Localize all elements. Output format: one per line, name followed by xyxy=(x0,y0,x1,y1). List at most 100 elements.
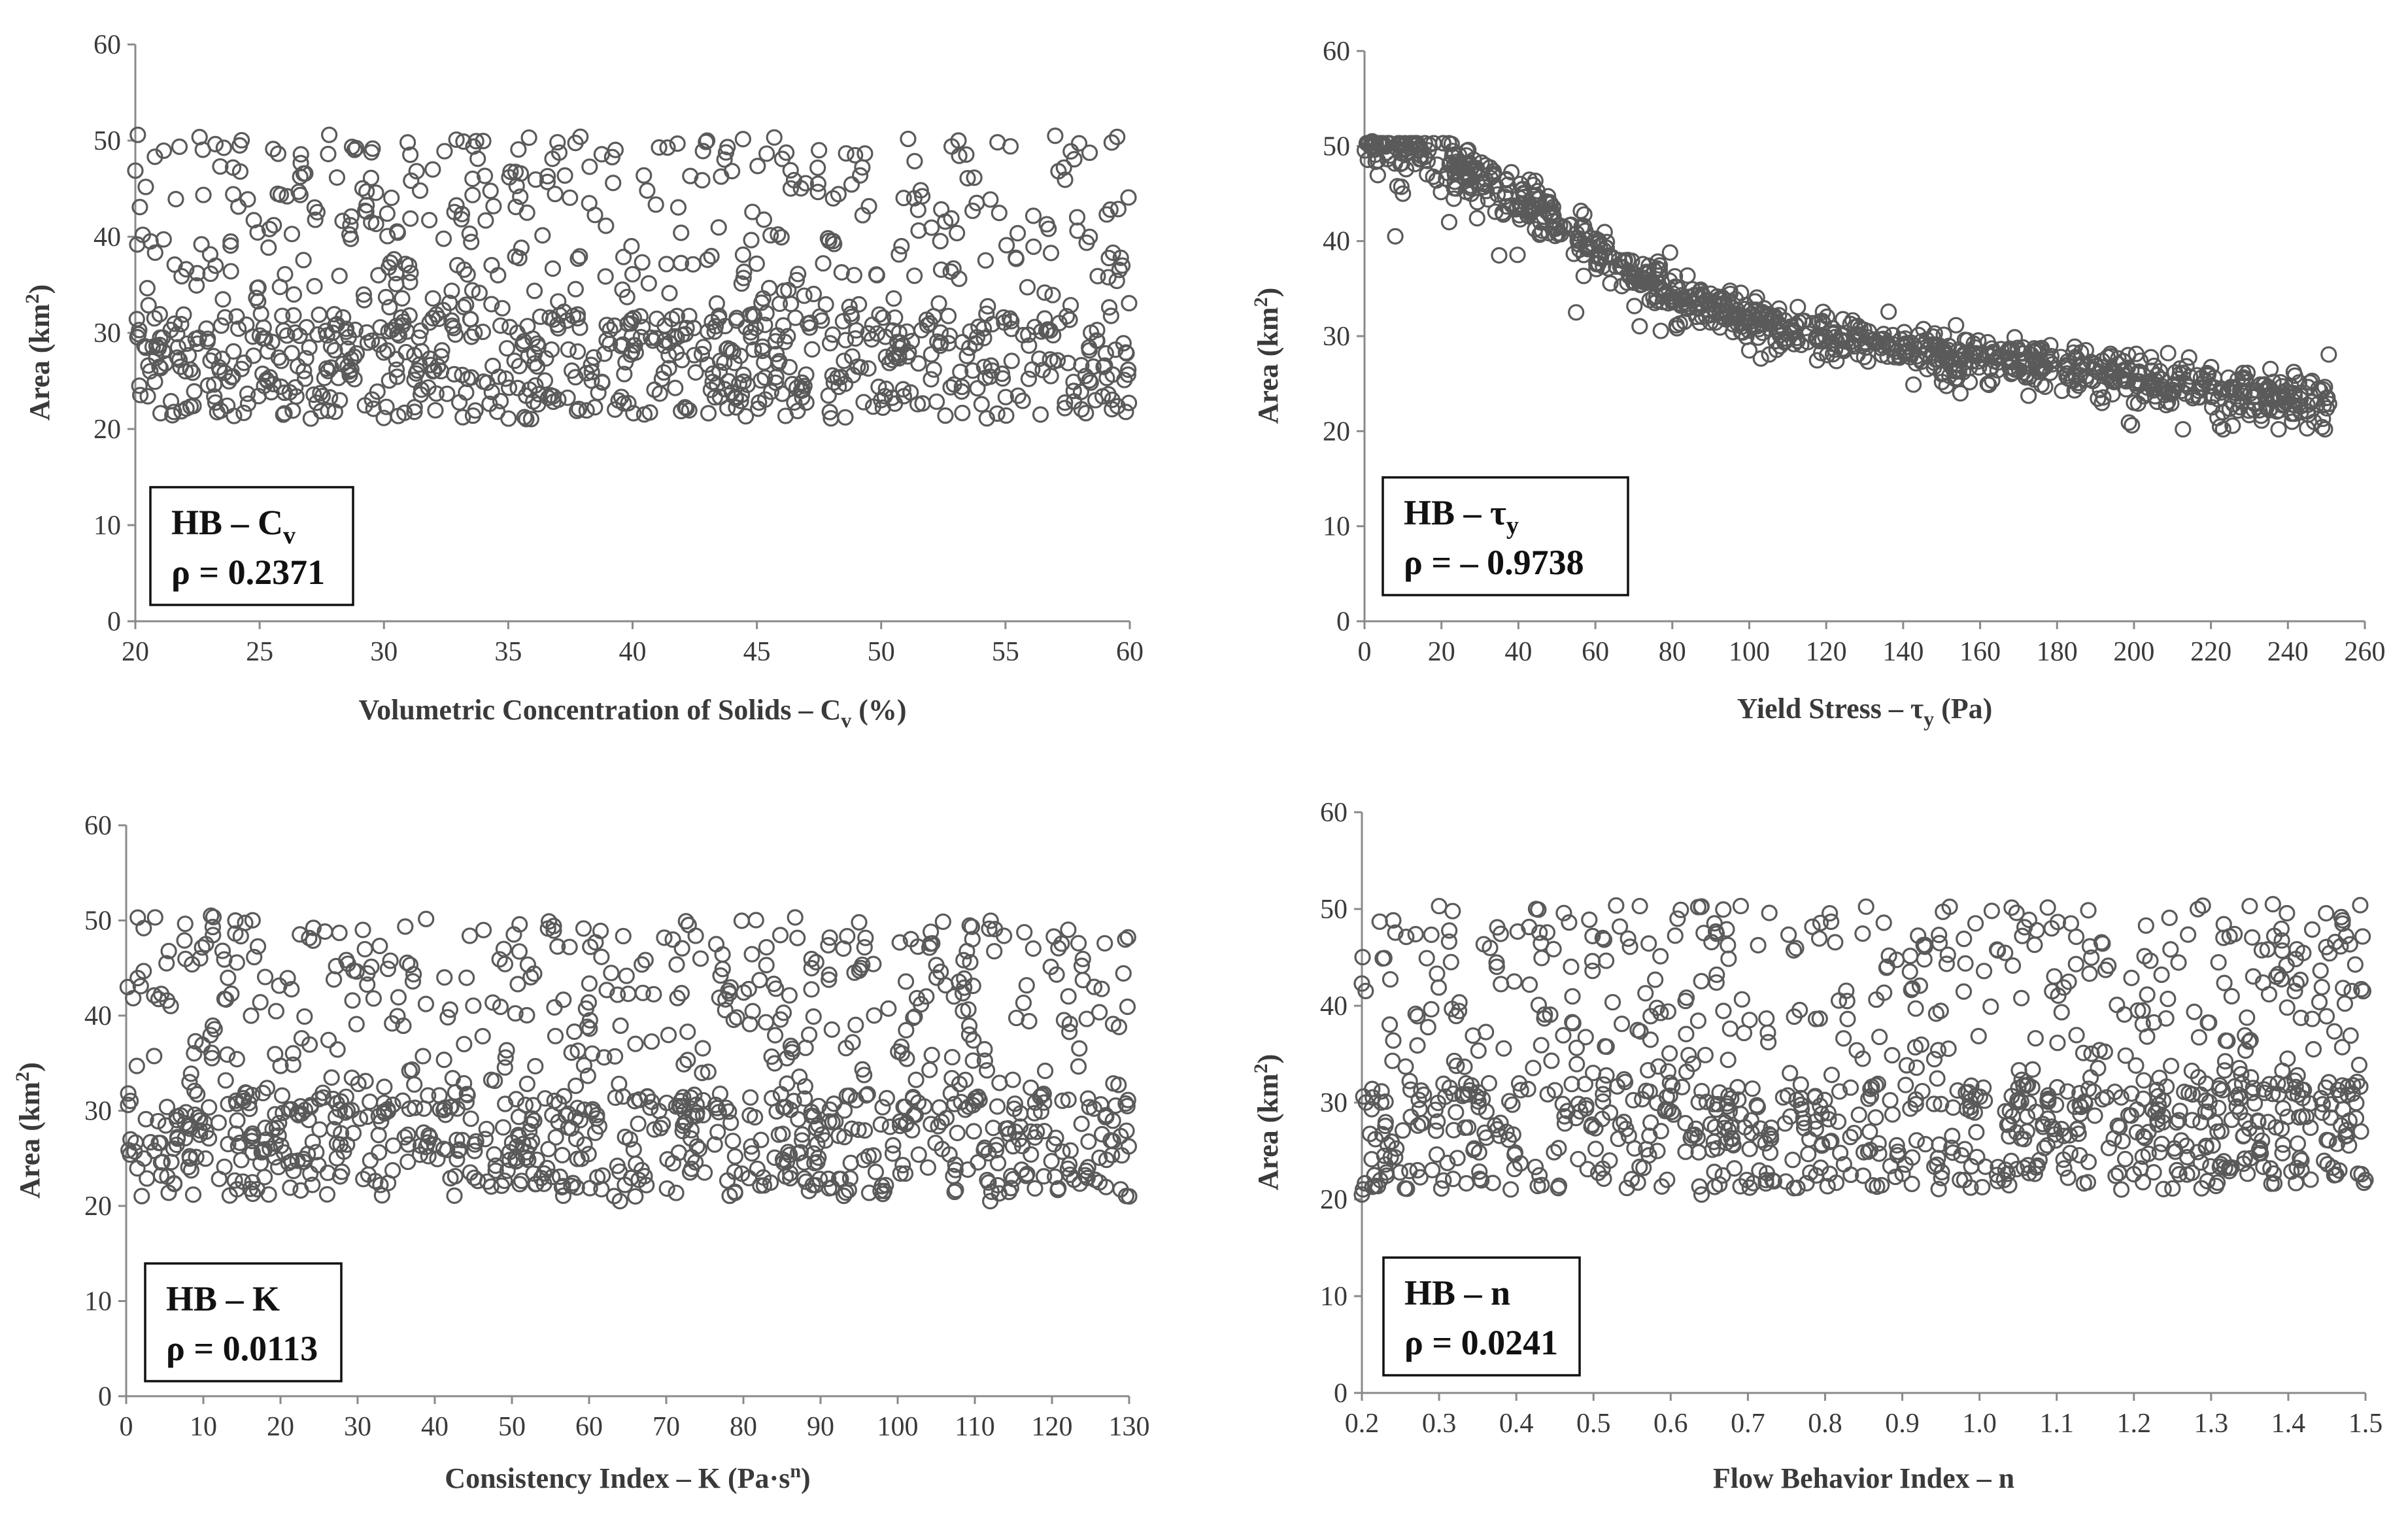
data-point xyxy=(989,1154,1007,1172)
data-point xyxy=(811,1171,828,1188)
data-point xyxy=(348,345,365,362)
data-point xyxy=(1433,1180,1450,1197)
data-point xyxy=(1642,1031,1659,1048)
data-point xyxy=(1103,134,1120,151)
data-point xyxy=(2320,1074,2337,1091)
data-point xyxy=(1078,1010,1095,1027)
data-point xyxy=(527,1057,544,1074)
data-point xyxy=(777,407,794,424)
data-point xyxy=(760,279,778,297)
data-point xyxy=(229,1112,246,1129)
data-point xyxy=(158,1099,176,1116)
data-point xyxy=(830,1127,847,1144)
data-point xyxy=(1554,1095,1571,1112)
data-point xyxy=(390,989,407,1006)
data-point xyxy=(2053,1004,2070,1021)
data-point xyxy=(1940,1040,1957,1057)
data-point xyxy=(1887,1169,1904,1186)
data-point xyxy=(487,1162,504,1179)
data-point xyxy=(1598,1067,1615,1084)
data-point xyxy=(467,402,484,419)
x-tick-label: 0.5 xyxy=(1576,1409,1611,1439)
data-point xyxy=(1952,1171,1969,1188)
data-point xyxy=(292,186,309,203)
data-point xyxy=(1568,1039,1586,1056)
data-point xyxy=(388,223,406,240)
data-point xyxy=(1073,356,1090,374)
data-point xyxy=(735,366,752,383)
data-point xyxy=(581,195,598,212)
data-point xyxy=(945,376,962,393)
data-point xyxy=(2177,385,2194,402)
data-point xyxy=(509,379,526,396)
data-point xyxy=(1888,1137,1905,1154)
data-point xyxy=(945,1167,962,1184)
data-point xyxy=(1708,966,1725,984)
data-point xyxy=(1839,993,1856,1010)
data-point xyxy=(1081,228,1098,245)
data-point xyxy=(2262,389,2280,406)
data-point xyxy=(357,202,374,219)
data-point xyxy=(2028,922,2045,939)
data-point xyxy=(581,1180,598,1197)
data-point xyxy=(1388,1140,1405,1157)
data-point xyxy=(805,285,822,303)
data-point xyxy=(1427,1122,1444,1139)
data-point xyxy=(237,914,254,931)
data-point xyxy=(904,1088,922,1106)
data-point xyxy=(1036,284,1053,301)
data-point xyxy=(421,1129,439,1146)
data-point xyxy=(1613,1016,1631,1033)
data-point xyxy=(401,273,418,291)
data-point xyxy=(1555,1027,1572,1044)
data-point xyxy=(676,1114,693,1131)
data-point xyxy=(2002,350,2020,367)
data-point xyxy=(304,1133,321,1150)
data-point xyxy=(2293,1152,2310,1169)
data-point xyxy=(1366,1177,1383,1194)
data-point xyxy=(404,973,422,990)
data-point xyxy=(2014,927,2031,944)
data-point xyxy=(203,907,220,924)
data-point xyxy=(177,916,194,933)
data-point xyxy=(451,1141,468,1158)
y-tick-label: 30 xyxy=(1323,322,1350,352)
data-point xyxy=(507,1091,525,1108)
data-point xyxy=(2191,379,2208,396)
data-point xyxy=(932,324,949,341)
data-point xyxy=(973,396,990,413)
data-point xyxy=(292,168,309,185)
x-tick-label: 80 xyxy=(730,1412,757,1442)
data-point xyxy=(1521,918,1538,936)
data-point xyxy=(545,388,562,405)
data-point xyxy=(2161,909,2178,927)
data-point xyxy=(1443,135,1460,152)
data-point xyxy=(688,1138,705,1155)
data-point xyxy=(1667,267,1684,285)
data-point xyxy=(1678,1025,1695,1042)
data-point xyxy=(1435,1172,1452,1189)
y-tick-label: 0 xyxy=(98,1382,112,1412)
data-point xyxy=(855,394,872,411)
data-point xyxy=(312,385,329,402)
data-point xyxy=(1595,1086,1612,1103)
data-point xyxy=(184,364,201,381)
data-point xyxy=(430,310,447,328)
data-point xyxy=(2027,1159,2044,1176)
data-point xyxy=(1085,978,1103,995)
data-point xyxy=(880,1000,897,1017)
data-point xyxy=(1576,1076,1593,1093)
chart-panel-yield-stress: 0 10 20 30 40 50 60 0 20 40 60 80 100 120 140 160 180 200… xyxy=(1204,0,2408,762)
data-point xyxy=(464,282,481,299)
data-point xyxy=(1659,1063,1676,1080)
data-point xyxy=(790,1111,807,1128)
data-point xyxy=(1097,345,1114,362)
data-point xyxy=(864,317,881,334)
data-point xyxy=(261,220,278,237)
data-point xyxy=(494,300,511,317)
data-point xyxy=(133,1188,150,1205)
data-point xyxy=(1401,1072,1418,1089)
data-point xyxy=(1611,918,1629,935)
data-point xyxy=(1410,1117,1427,1134)
data-point xyxy=(1488,958,1505,975)
